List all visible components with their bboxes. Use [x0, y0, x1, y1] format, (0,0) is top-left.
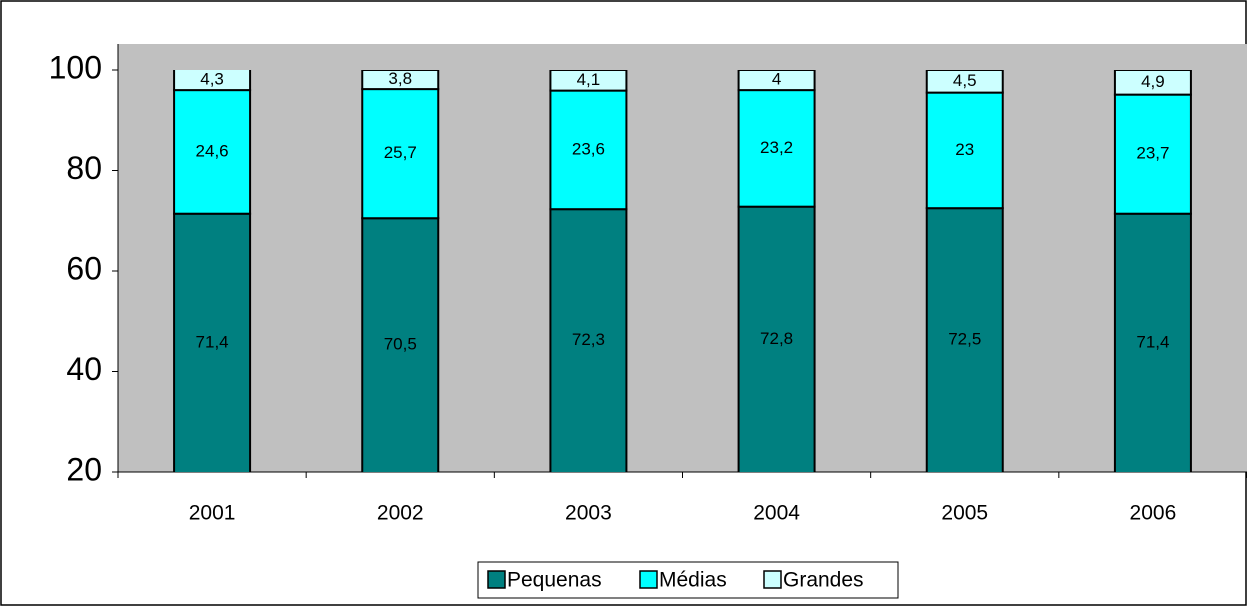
bar-segment [925, 91, 1004, 210]
data-label: 4,3 [200, 70, 224, 89]
bar-segment [925, 70, 1004, 94]
y-tick-label: 100 [49, 49, 102, 85]
bar-segment [549, 89, 628, 211]
data-label: 71,4 [1136, 332, 1169, 351]
bar-segment [1113, 212, 1192, 472]
y-tick-label: 40 [66, 351, 102, 387]
bars [173, 70, 1192, 472]
bar-segment [361, 217, 440, 472]
legend-swatch [487, 570, 506, 589]
bar-segment [361, 70, 440, 91]
data-label: 3,8 [388, 69, 412, 88]
data-label: 23,7 [1136, 144, 1169, 163]
x-tick-label: 2001 [189, 502, 236, 525]
bar-segment [1113, 93, 1192, 215]
data-label: 70,5 [384, 335, 417, 354]
bar-segment [737, 205, 816, 472]
data-label: 24,6 [196, 141, 229, 160]
data-label: 72,8 [760, 329, 793, 348]
x-tick-label: 2004 [753, 502, 800, 525]
bar-segment [737, 89, 816, 208]
x-tick-label: 2006 [1130, 502, 1177, 525]
data-label: 71,4 [196, 332, 229, 351]
bar-segment [925, 207, 1004, 472]
bar-segment [1113, 70, 1192, 96]
data-label: 4,5 [953, 71, 977, 90]
legend-label: Médias [659, 569, 727, 592]
data-label: 25,7 [384, 143, 417, 162]
bar-segment [173, 212, 252, 472]
data-label: 4,1 [577, 70, 601, 89]
plot-area [118, 44, 1247, 472]
bar-segment [361, 88, 440, 220]
bar-segment [173, 70, 252, 92]
legend-label: Pequenas [507, 569, 602, 592]
legend-swatch [639, 570, 658, 589]
x-tick-label: 2003 [565, 502, 612, 525]
x-tick-label: 2005 [941, 502, 988, 525]
data-label: 23,6 [572, 139, 605, 158]
bar-segment [737, 70, 816, 92]
x-tick-label: 2002 [377, 502, 424, 525]
data-label: 72,3 [572, 330, 605, 349]
y-tick-label: 20 [66, 451, 102, 487]
data-label: 23,2 [760, 138, 793, 157]
legend-box [477, 561, 899, 599]
legend-label: Grandes [783, 569, 864, 592]
bar-segment [549, 70, 628, 92]
legend-swatch [763, 570, 782, 589]
data-label: 23 [955, 140, 974, 159]
y-tick-label: 80 [66, 150, 102, 186]
data-label: 4 [772, 70, 781, 89]
data-label: 72,5 [948, 330, 981, 349]
y-tick-label: 60 [66, 250, 102, 286]
bar-segment [173, 89, 252, 215]
data-label: 4,9 [1141, 72, 1165, 91]
